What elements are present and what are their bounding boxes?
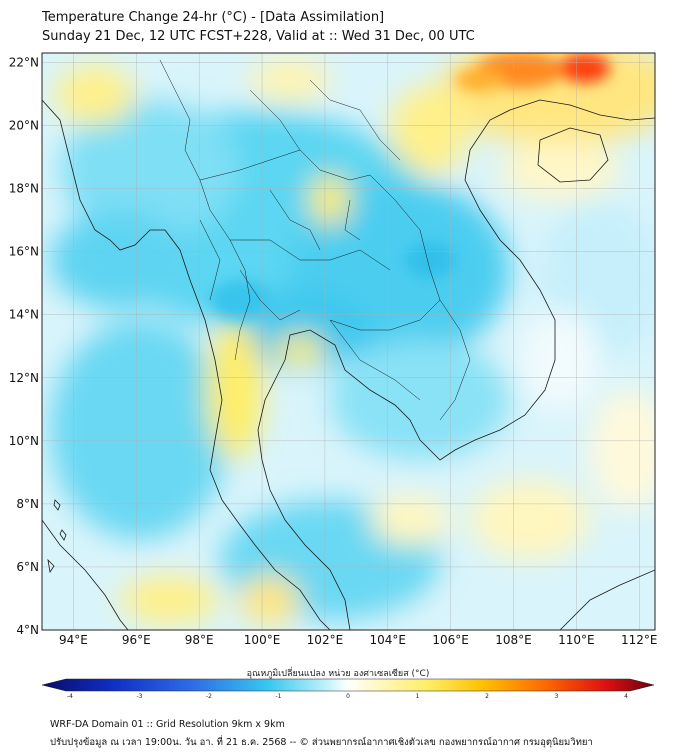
- lat-tick-label: 18°N: [9, 182, 39, 196]
- lon-tick-label: 104°E: [370, 633, 407, 647]
- lat-tick-label: 6°N: [16, 560, 39, 574]
- colorbar-tick-label: -4: [67, 693, 73, 700]
- plot-frame: [41, 52, 656, 631]
- colorbar-title: อุณหภูมิเปลี่ยนแปลง หน่วย องศาเซลเซียส (…: [246, 669, 430, 679]
- lon-tick-label: 112°E: [621, 633, 658, 647]
- lon-tick-label: 102°E: [307, 633, 344, 647]
- lon-tick-label: 110°E: [558, 633, 595, 647]
- lat-tick-label: 14°N: [9, 308, 39, 322]
- colorbar-tick-label: 3: [554, 693, 559, 700]
- colorbar-tick-label: 0: [346, 693, 350, 700]
- graticule: [42, 53, 655, 631]
- lon-tick-label: 98°E: [185, 633, 214, 647]
- latitude-labels: 22°N 20°N 18°N 16°N 14°N 12°N 10°N 8°N 6°N 4°N: [9, 55, 39, 637]
- lat-tick-label: 12°N: [9, 371, 39, 385]
- colorbar-tick-label: 2: [485, 693, 489, 700]
- colorbar-tick-label: 4: [624, 693, 628, 700]
- lon-tick-label: 96°E: [122, 633, 151, 647]
- map-subtitle: Sunday 21 Dec, 12 UTC FCST+228, Valid at…: [42, 29, 475, 44]
- map-title: Temperature Change 24-hr (°C) - [Data As…: [42, 10, 385, 25]
- lat-tick-label: 4°N: [16, 623, 39, 637]
- colorbar-ramp: [41, 678, 655, 692]
- lat-tick-label: 22°N: [9, 55, 39, 69]
- temperature-field: [42, 53, 655, 630]
- lat-tick-label: 10°N: [9, 434, 39, 448]
- lat-tick-label: 16°N: [9, 245, 39, 259]
- lat-tick-label: 8°N: [16, 497, 39, 511]
- borders: [159, 59, 471, 421]
- longitude-labels: 94°E 96°E 98°E 100°E 102°E 104°E 106°E 108°E 110…: [59, 633, 658, 647]
- lon-tick-label: 106°E: [432, 633, 469, 647]
- colorbar: [41, 678, 655, 692]
- colorbar-tick-label: -2: [206, 693, 212, 700]
- colorbar-tick-label: 1: [415, 693, 420, 700]
- footer-model-info: WRF-DA Domain 01 :: Grid Resolution 9km …: [50, 719, 285, 730]
- lon-tick-label: 108°E: [495, 633, 532, 647]
- footer-credit: ปรับปรุงข้อมูล ณ เวลา 19:00น. วัน อา. ที…: [50, 737, 593, 748]
- colorbar-tick-label: -1: [275, 693, 282, 700]
- colorbar-tick-label: -3: [136, 693, 143, 700]
- lat-tick-label: 20°N: [9, 119, 39, 133]
- coastlines: [42, 99, 655, 630]
- lon-tick-label: 100°E: [244, 633, 281, 647]
- lon-tick-label: 94°E: [59, 633, 88, 647]
